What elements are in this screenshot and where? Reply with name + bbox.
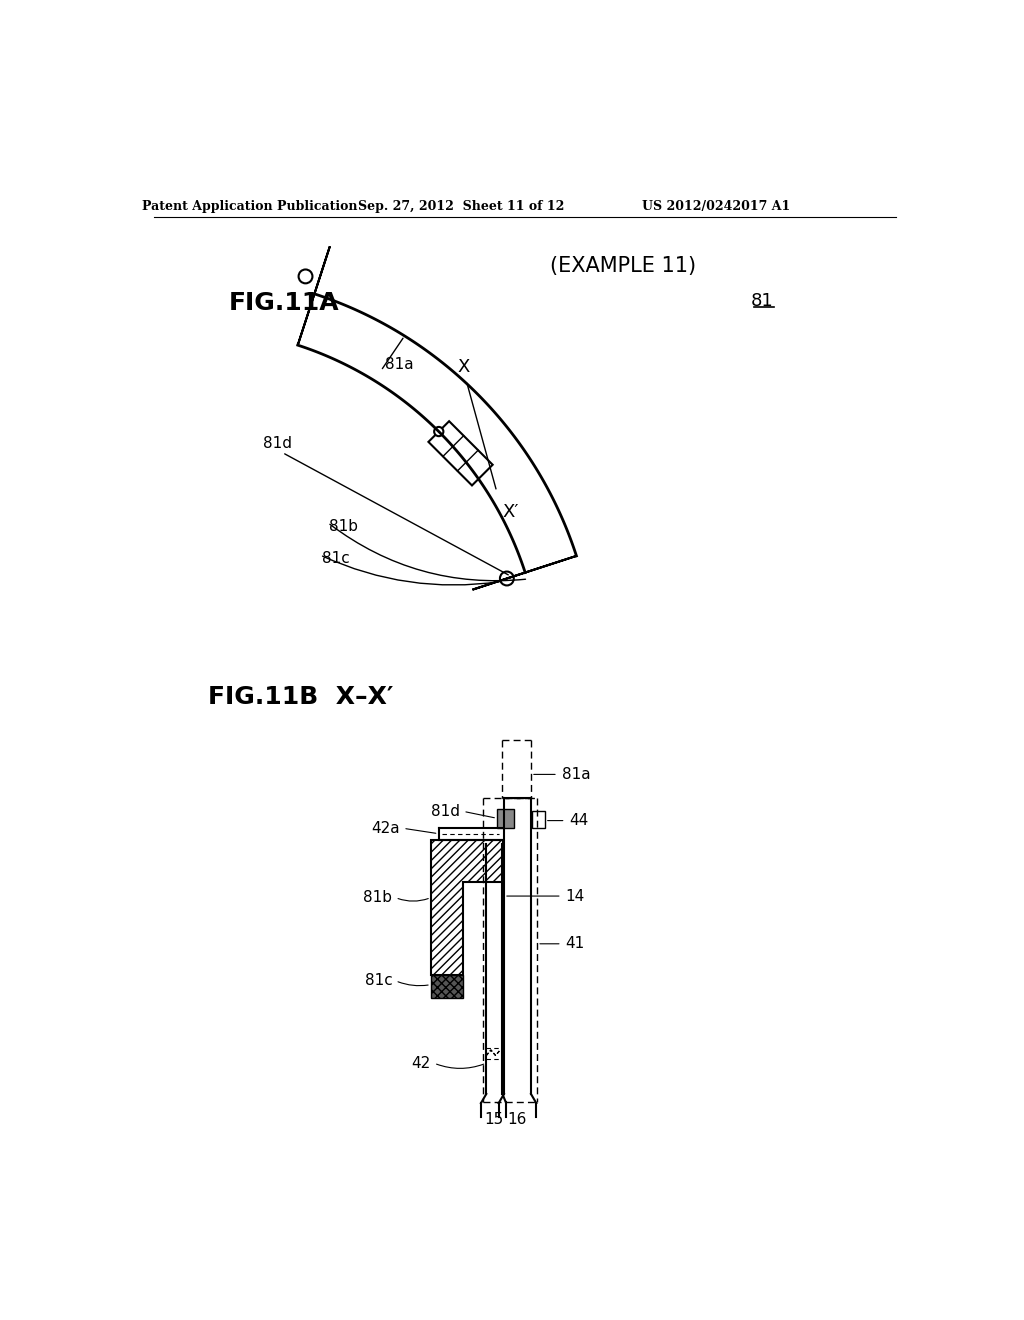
Circle shape xyxy=(434,426,443,436)
Text: 42: 42 xyxy=(412,1056,431,1071)
Text: 81a: 81a xyxy=(385,358,414,372)
Text: 81c: 81c xyxy=(322,552,349,566)
Text: US 2012/0242017 A1: US 2012/0242017 A1 xyxy=(642,199,790,213)
Text: 16: 16 xyxy=(508,1111,527,1127)
Text: 81b: 81b xyxy=(330,519,358,535)
Text: 81c: 81c xyxy=(365,973,392,989)
Text: 81a: 81a xyxy=(562,767,591,781)
Text: 14: 14 xyxy=(565,888,585,904)
Polygon shape xyxy=(428,421,493,486)
Text: Sep. 27, 2012  Sheet 11 of 12: Sep. 27, 2012 Sheet 11 of 12 xyxy=(358,199,565,213)
Text: 81d: 81d xyxy=(263,436,292,451)
Bar xyxy=(431,974,463,998)
Bar xyxy=(531,812,545,829)
Text: 15: 15 xyxy=(484,1111,504,1127)
Polygon shape xyxy=(298,247,330,345)
Text: FIG.11B  X–X′: FIG.11B X–X′ xyxy=(208,685,393,709)
Text: 42a: 42a xyxy=(372,821,400,836)
Text: (EXAMPLE 11): (EXAMPLE 11) xyxy=(550,256,696,276)
Text: 44: 44 xyxy=(569,813,589,828)
Polygon shape xyxy=(472,556,577,590)
Text: 81d: 81d xyxy=(431,804,460,818)
Polygon shape xyxy=(431,840,503,974)
Text: X: X xyxy=(457,358,469,376)
Bar xyxy=(497,809,514,829)
Text: 81: 81 xyxy=(751,292,773,310)
Text: FIG.11A: FIG.11A xyxy=(229,292,340,315)
Text: 41: 41 xyxy=(565,936,585,952)
Text: Patent Application Publication: Patent Application Publication xyxy=(142,199,357,213)
Text: X′: X′ xyxy=(502,503,518,520)
Text: 81b: 81b xyxy=(364,890,392,906)
